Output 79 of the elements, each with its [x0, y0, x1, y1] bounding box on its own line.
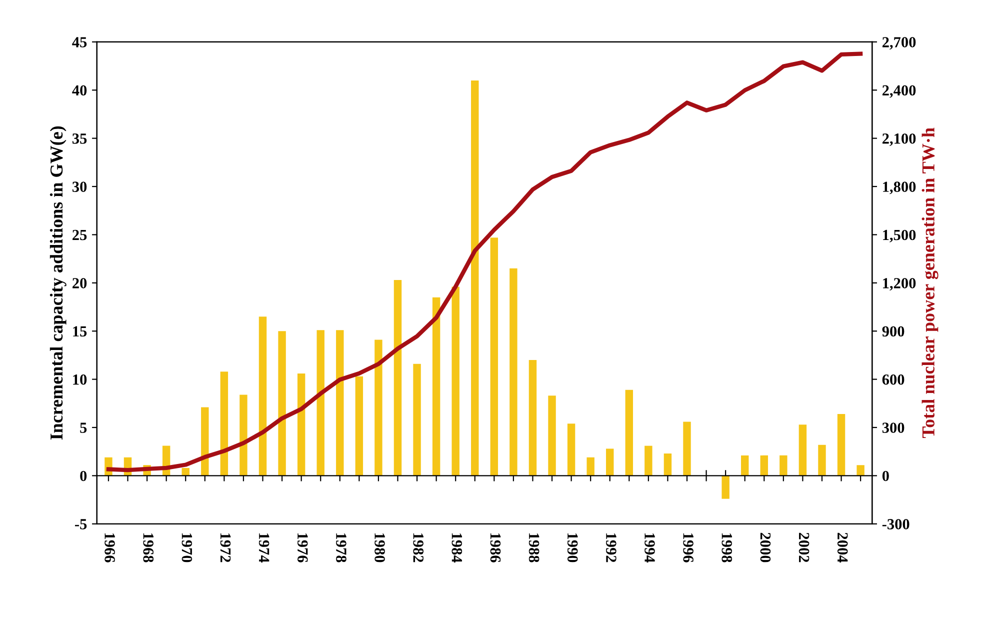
bar: [471, 80, 479, 476]
bar: [201, 407, 209, 476]
y-tick-label: 0: [80, 470, 87, 482]
x-tick-label: 2002: [798, 532, 810, 562]
x-tick-label: 1968: [143, 533, 154, 562]
x-tick-label: 1980: [374, 533, 385, 562]
x-tick-label: 1982: [413, 533, 424, 562]
x-tick-label: 1988: [528, 533, 540, 562]
x-tick-label: 1984: [452, 533, 462, 562]
x-tick-label: 1994: [644, 533, 655, 562]
bar: [394, 280, 402, 476]
y-tick-label: 30: [72, 182, 87, 192]
y2-tick-label: 900: [882, 326, 904, 337]
y-tick-label: 40: [72, 85, 87, 96]
y-tick-label: 15: [73, 326, 87, 337]
bar: [644, 446, 652, 476]
y-tick-label: 25: [72, 230, 87, 240]
x-tick-label: 1972: [220, 533, 231, 562]
bar: [856, 465, 864, 476]
x-tick-label: 1978: [336, 533, 346, 562]
x-tick-label: 2000: [760, 532, 771, 562]
bar: [258, 316, 267, 476]
bar: [760, 455, 768, 476]
y-tick-label: -5: [75, 519, 87, 530]
bar: [780, 455, 788, 476]
x-tick-label: 1974: [258, 533, 270, 562]
bar: [240, 394, 248, 476]
bar: [336, 330, 344, 476]
y2-tick-label: 2,400: [882, 85, 916, 98]
y2-tick-label: 1,200: [883, 278, 916, 291]
bar: [278, 331, 286, 476]
bar: [297, 374, 306, 476]
bar: [740, 455, 749, 476]
bar: [413, 364, 421, 476]
x-tick-label: 1990: [567, 533, 578, 562]
y-tick-label: 20: [72, 278, 87, 288]
y-tick-label: 10: [73, 374, 87, 385]
bar: [220, 372, 228, 476]
x-tick-label: 1986: [490, 533, 501, 562]
x-tick-label: 1992: [606, 533, 616, 562]
line-series: [106, 52, 863, 472]
y-axis-title: Incremental capacity additions in GW(e): [50, 126, 66, 440]
bar: [798, 424, 807, 476]
bar: [316, 330, 324, 476]
bar: [528, 360, 537, 476]
bar: [452, 286, 460, 476]
y2-tick-label: 300: [882, 422, 904, 433]
x-tick-label: 1966: [104, 533, 115, 562]
y2-tick-label: 1,800: [883, 182, 916, 194]
bar: [625, 390, 634, 476]
x-tick-label: 1970: [182, 533, 192, 562]
bar: [510, 268, 518, 476]
bar: [586, 457, 594, 476]
bar: [818, 444, 826, 476]
bar: [683, 422, 691, 476]
bar: [548, 396, 556, 476]
bar: [355, 376, 364, 476]
bar: [432, 297, 440, 476]
y-tick-label: 45: [72, 37, 87, 48]
y2-axis-title: Total nuclear power generation in TW·h: [922, 128, 938, 438]
bar: [837, 414, 846, 476]
y-tick-label: 35: [72, 133, 87, 144]
x-tick-label: 2004: [837, 532, 848, 562]
y-tick-label: 5: [80, 422, 87, 433]
y2-tick-label: 2,700: [882, 37, 916, 50]
y2-tick-label: -300: [882, 519, 910, 530]
x-tick-label: 1976: [297, 533, 308, 562]
bar: [664, 454, 672, 476]
bar: [374, 340, 382, 476]
y2-tick-label: 2,100: [882, 133, 916, 146]
y2-tick-label: 0: [882, 470, 889, 482]
bar: [606, 448, 614, 476]
bar: [567, 424, 576, 476]
x-tick-label: 1996: [683, 533, 694, 562]
bar: [722, 476, 730, 499]
y2-tick-label: 1,500: [883, 230, 916, 242]
x-tick-label: 1998: [722, 533, 732, 562]
y2-tick-label: 600: [882, 374, 904, 385]
bar: [490, 238, 498, 476]
